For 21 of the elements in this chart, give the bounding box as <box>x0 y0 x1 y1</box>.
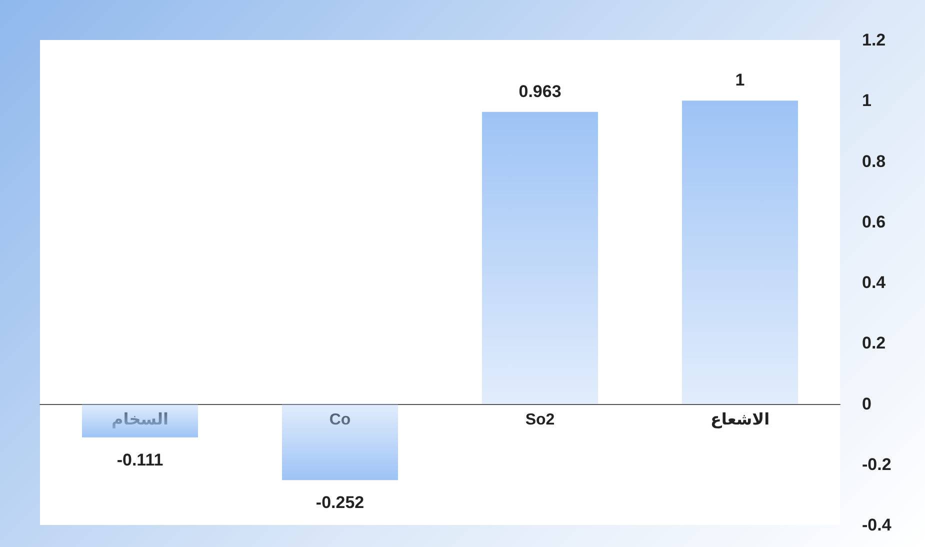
bar <box>682 100 798 404</box>
y-tick-label: -0.4 <box>862 516 892 534</box>
data-label: 0.963 <box>518 82 562 101</box>
y-tick-label: 1 <box>862 91 872 110</box>
y-tick-label: -0.2 <box>862 454 892 474</box>
x-tick-label: So2 <box>525 411 555 428</box>
data-label: 1 <box>735 70 745 90</box>
y-tick-label: 0 <box>862 394 872 414</box>
y-tick-label: 0.4 <box>862 273 886 292</box>
bar <box>482 112 598 404</box>
y-tick-label: 1.2 <box>862 30 886 50</box>
data-label: -0.252 <box>316 493 364 512</box>
bar <box>82 404 198 438</box>
x-tick-label: Co <box>329 411 351 428</box>
x-tick-label: السخام <box>111 411 169 428</box>
y-tick-label: 0.8 <box>862 152 886 171</box>
bar <box>282 404 398 480</box>
y-tick-label: 0.6 <box>862 212 886 232</box>
data-label: -0.111 <box>116 450 164 470</box>
x-tick-label: الاشعاع <box>710 411 770 428</box>
y-tick-label: 0.2 <box>862 334 886 353</box>
